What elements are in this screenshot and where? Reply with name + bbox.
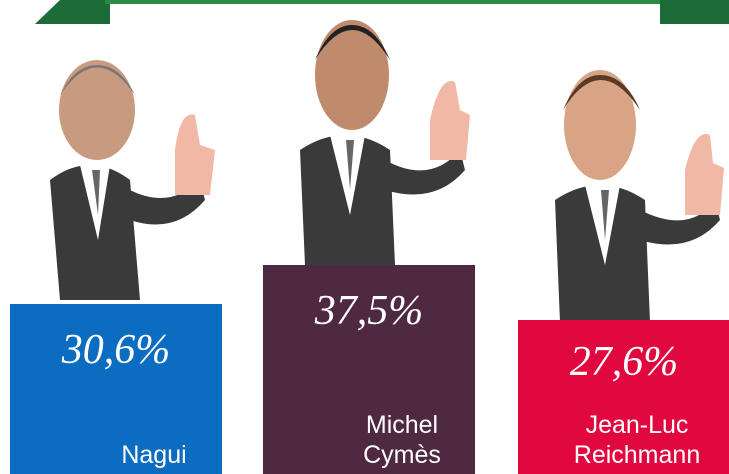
category-label: Nagui — [104, 440, 204, 470]
category-label: Michel Cymès — [347, 410, 457, 470]
bar: 27,6% Jean-Luc Reichmann — [518, 320, 729, 474]
category-label: Jean-Luc Reichmann — [562, 410, 712, 470]
bar: 37,5% Michel Cymès — [263, 265, 475, 474]
value-label: 27,6% — [518, 338, 729, 386]
bar: 30,6% Nagui — [10, 304, 222, 474]
page: 30,6% Nagui 37,5% Michel Cymès 27,6% Jean-Luc… — [0, 0, 729, 474]
value-label: 30,6% — [10, 326, 222, 374]
value-label: 37,5% — [263, 287, 475, 335]
chart: 30,6% Nagui 37,5% Michel Cymès 27,6% Jean-Luc… — [0, 0, 729, 474]
